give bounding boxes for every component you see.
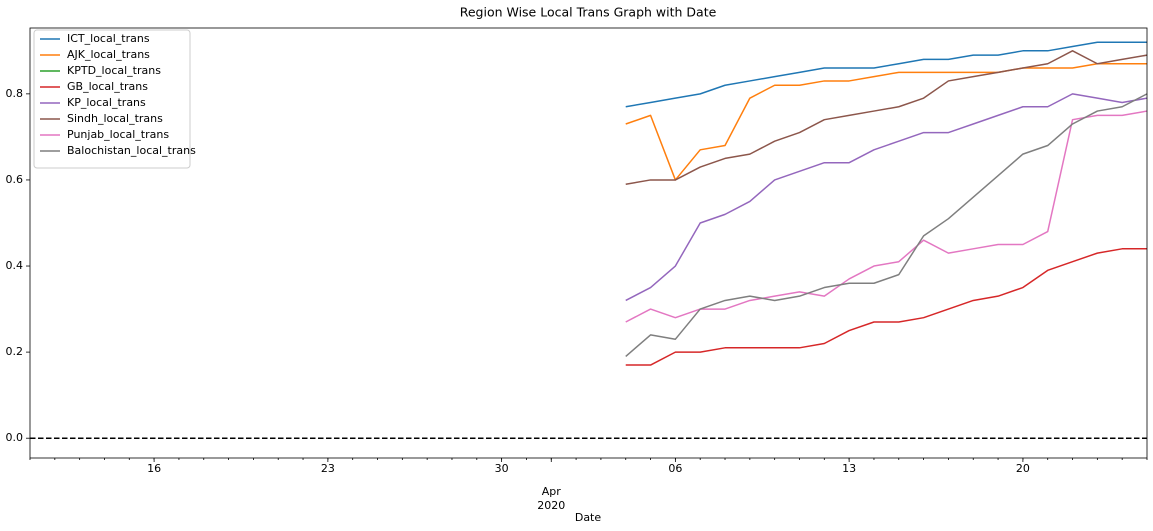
series-line (625, 248, 1147, 366)
plot-frame (29, 27, 1148, 459)
series-line (625, 110, 1148, 323)
legend-label: Balochistan_local_trans (67, 144, 196, 157)
x-tick-label: Apr (542, 485, 562, 498)
y-tick-label: 0.8 (6, 87, 24, 100)
legend-label: KPTD_local_trans (67, 64, 161, 77)
series-line (625, 93, 1148, 302)
legend-label: GB_local_trans (67, 80, 148, 93)
series-line (625, 93, 1148, 357)
y-tick-label: 0.4 (6, 259, 24, 272)
series-line (625, 62, 1147, 181)
chart-title: Region Wise Local Trans Graph with Date (460, 5, 717, 20)
legend: ICT_local_trans AJK_local_trans KPTD_local… (33, 29, 196, 169)
y-tick-label: 0.2 (6, 345, 24, 358)
legend-label: AJK_local_trans (67, 48, 150, 61)
y-tick-label: 0.0 (6, 431, 24, 444)
x-tick-label: 16 (147, 462, 161, 475)
x-tick-label: 06 (668, 462, 682, 475)
x-tick-label: 23 (321, 462, 335, 475)
y-tick-label: 0.6 (6, 173, 24, 186)
legend-label: ICT_local_trans (67, 32, 150, 45)
x-tick-label: 13 (842, 462, 856, 475)
legend-label: KP_local_trans (67, 96, 146, 109)
legend-label: Punjab_local_trans (67, 128, 169, 141)
legend-box (33, 29, 191, 169)
legend-label: Sindh_local_trans (67, 112, 163, 125)
series-line (625, 50, 1148, 185)
x-axis-label: Date (575, 511, 602, 524)
x-tick-label: 20 (1016, 462, 1030, 475)
x-year-label: 2020 (537, 499, 565, 512)
x-tick-label: 30 (495, 462, 509, 475)
series-line (625, 41, 1147, 108)
